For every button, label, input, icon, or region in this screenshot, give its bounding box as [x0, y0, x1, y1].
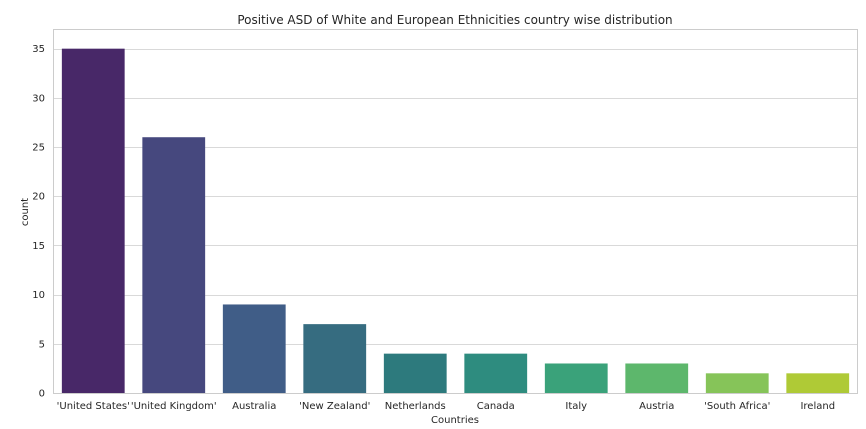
bar [142, 137, 206, 393]
x-axis-label: Countries [431, 415, 479, 426]
x-tick-label: Canada [477, 401, 515, 412]
y-tick-label: 20 [32, 192, 45, 203]
x-tick-label: 'South Africa' [704, 401, 770, 412]
bar [464, 353, 528, 393]
y-tick-label: 35 [32, 44, 45, 55]
x-tick-label: 'United Kingdom' [131, 401, 217, 412]
x-tick-label: Italy [565, 401, 587, 412]
x-tick-label: Australia [232, 401, 276, 412]
y-tick-label: 15 [32, 241, 45, 252]
plot-frame [53, 29, 858, 394]
y-axis-label: count [20, 198, 31, 226]
bar [383, 353, 447, 393]
x-tick-label: 'New Zealand' [299, 401, 370, 412]
axes-frame [53, 29, 858, 394]
y-tick-label: 30 [32, 93, 45, 104]
bar [705, 373, 769, 393]
bar [544, 363, 608, 393]
bars [61, 48, 850, 394]
chart-title: Positive ASD of White and European Ethni… [237, 13, 672, 27]
y-tick-label: 25 [32, 143, 45, 154]
bar [303, 324, 367, 393]
x-tick-label: Netherlands [385, 401, 446, 412]
x-tick-labels: 'United States' 'United Kingdom' Australia… [57, 401, 835, 412]
bar [786, 373, 850, 393]
x-tick-label: 'United States' [57, 401, 130, 412]
y-tick-labels: 0 5 10 15 20 25 30 35 [32, 44, 45, 399]
x-tick-label: Ireland [800, 401, 835, 412]
bar [61, 48, 125, 394]
y-tick-label: 10 [32, 290, 45, 301]
bar [222, 304, 286, 393]
y-tick-label: 5 [39, 339, 45, 350]
y-tick-label: 0 [39, 389, 45, 400]
bar [625, 363, 689, 393]
x-tick-label: Austria [639, 401, 674, 412]
